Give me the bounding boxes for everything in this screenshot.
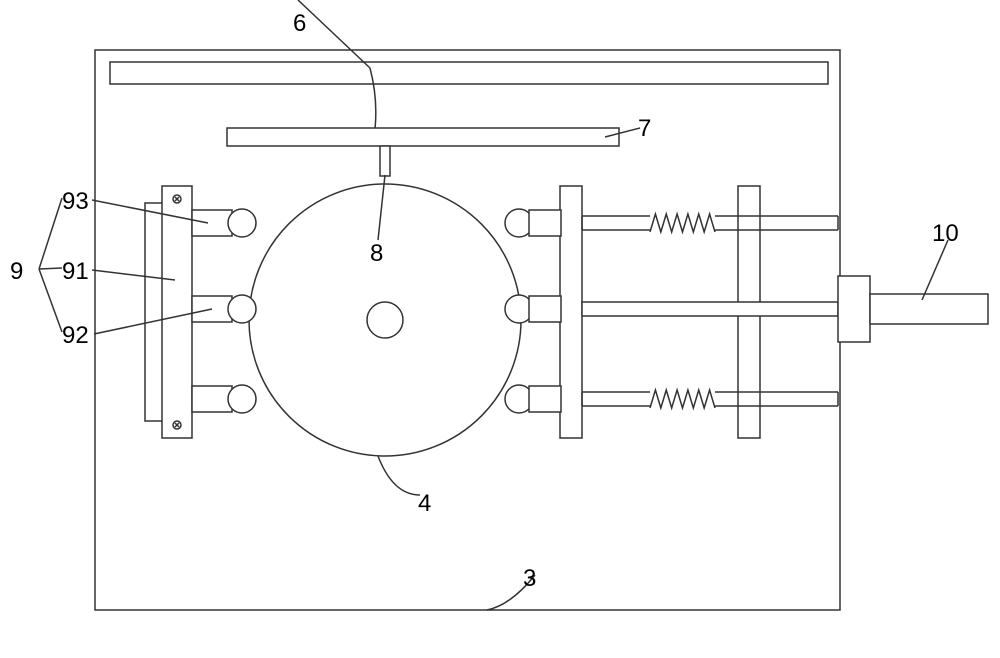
callout-7: 7 <box>638 115 651 143</box>
callout-9: 9 <box>10 258 23 286</box>
callout-4: 4 <box>418 490 431 518</box>
callout-93: 93 <box>62 188 89 216</box>
callout-92: 92 <box>62 322 89 350</box>
callout-8: 8 <box>370 240 383 268</box>
callout-10: 10 <box>932 220 959 248</box>
technical-drawing <box>0 0 1000 658</box>
callout-6: 6 <box>293 10 306 38</box>
callout-3: 3 <box>523 565 536 593</box>
callout-91: 91 <box>62 258 89 286</box>
